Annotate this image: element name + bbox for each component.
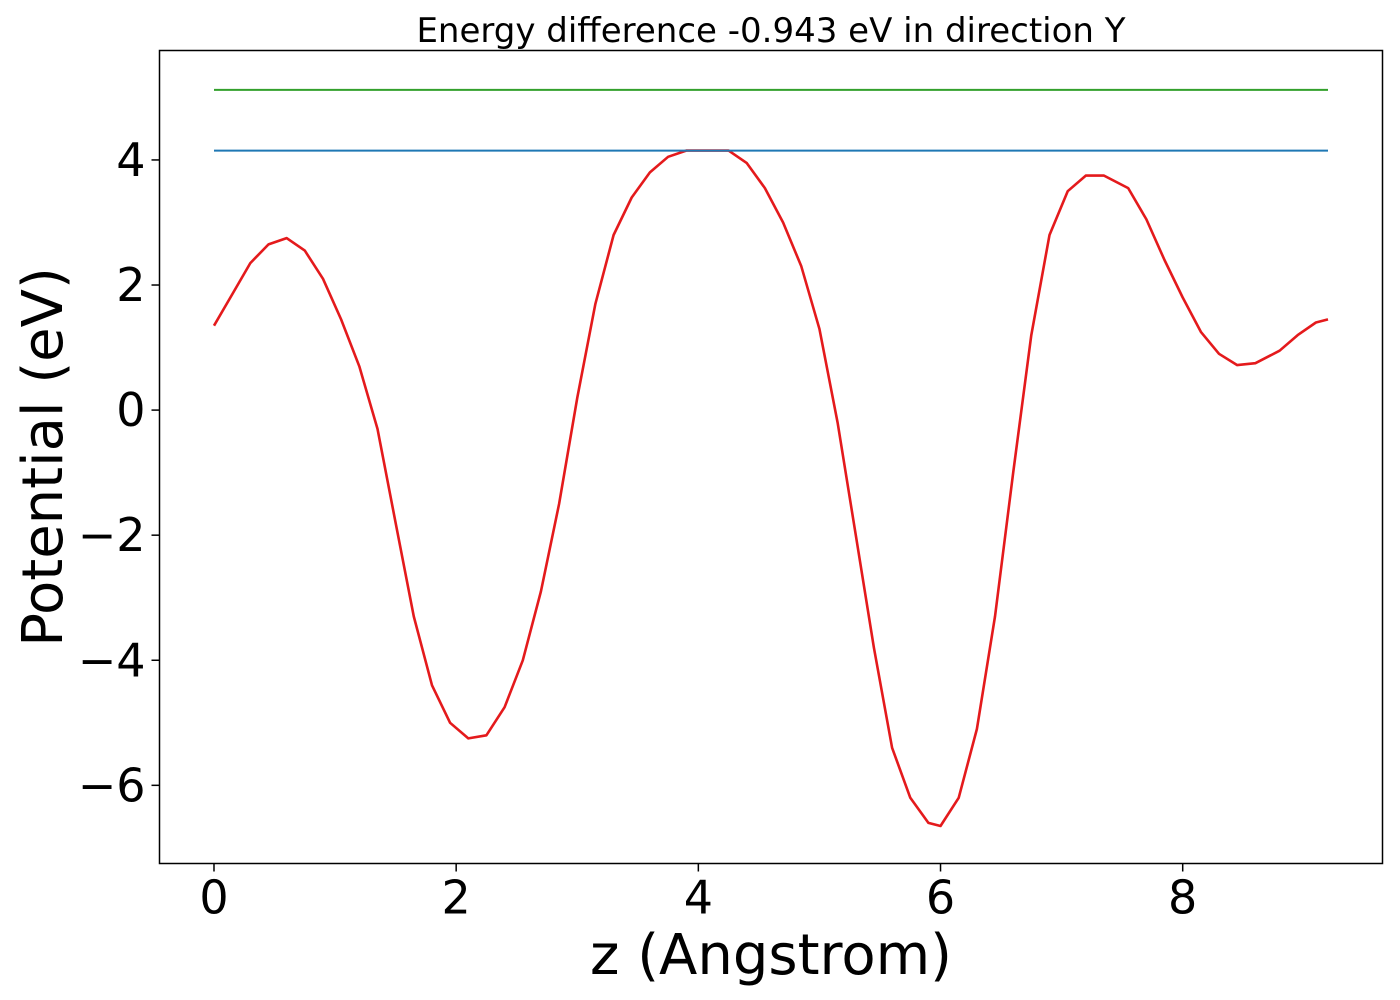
y-tick-label: 4 (116, 133, 145, 187)
x-axis-label: z (Angstrom) (590, 923, 952, 988)
y-tick-label: 2 (116, 258, 145, 312)
y-tick-label: 0 (116, 383, 145, 437)
x-tick-label: 4 (684, 871, 713, 925)
chart-title: Energy difference -0.943 eV in direction… (416, 11, 1125, 51)
x-tick-label: 8 (1168, 871, 1197, 925)
y-tick-label: −4 (78, 633, 146, 687)
y-tick-label: −2 (78, 508, 146, 562)
plot-area (212, 88, 1329, 828)
x-tick-label: 2 (442, 871, 471, 925)
axes-frame (158, 49, 1384, 865)
ticks: 0 2 4 6 8 −6 −4 −2 0 2 4 (78, 133, 1198, 925)
x-tick-label: 0 (199, 871, 228, 925)
y-tick-label: −6 (78, 758, 146, 812)
series-line-0 (212, 149, 1329, 828)
x-tick-label: 6 (926, 871, 955, 925)
y-axis-label: Potential (eV) (11, 267, 76, 647)
